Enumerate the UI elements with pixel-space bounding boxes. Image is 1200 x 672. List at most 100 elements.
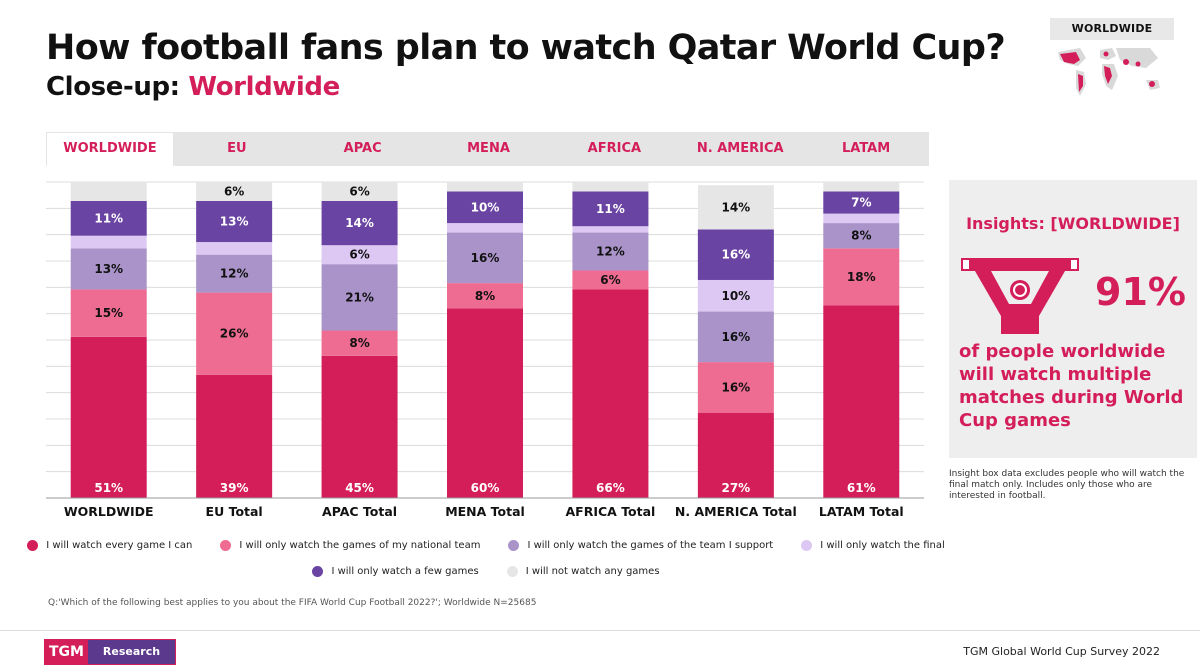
legend-swatch: [801, 539, 813, 551]
data-label: 21%: [345, 290, 374, 304]
chart-legend: I will watch every game I can I will onl…: [27, 534, 945, 586]
bar-segment: [823, 213, 900, 224]
tab-n-america[interactable]: N. AMERICA: [696, 141, 784, 156]
bar-segment: [70, 289, 147, 337]
fan-holding-scarf-icon: [961, 258, 1079, 334]
data-label: 18%: [847, 270, 876, 284]
legend-swatch: [506, 565, 518, 577]
data-label: 12%: [596, 245, 625, 259]
bar-segment: [823, 223, 900, 249]
tab-latam[interactable]: LATAM: [841, 141, 891, 156]
data-label: 45%: [345, 481, 374, 495]
region-minimap[interactable]: WORLDWIDE: [1050, 18, 1174, 103]
data-label: 12%: [220, 267, 249, 281]
data-label: 16%: [721, 248, 750, 262]
data-label: 10%: [721, 289, 750, 303]
bar-segment: [697, 362, 774, 413]
x-tick-label: AFRICA Total: [566, 504, 656, 519]
bar-segment: [823, 248, 900, 306]
legend-item-few-games: I will only watch a few games: [312, 565, 479, 577]
x-tick-label: N. AMERICA Total: [675, 504, 797, 519]
bar-segment: [196, 182, 273, 201]
data-label: 60%: [471, 481, 500, 495]
tgm-logo[interactable]: TGM Research: [44, 639, 176, 665]
data-label: 15%: [94, 306, 123, 320]
data-label: 8%: [851, 229, 871, 243]
bar-segment: [196, 242, 273, 255]
bar-segment: [697, 185, 774, 230]
legend-swatch: [508, 539, 520, 551]
bar-segment: [196, 292, 273, 375]
bar-segment: [572, 182, 649, 192]
data-label: 39%: [220, 481, 249, 495]
tab-apac[interactable]: APAC: [343, 141, 382, 156]
legend-label: I will only watch the games of the team …: [527, 539, 774, 551]
world-map-icon: [1058, 48, 1160, 96]
bar-segment: [321, 264, 398, 331]
data-label: 6%: [224, 184, 244, 198]
data-label: 26%: [220, 327, 249, 341]
bar-segment: [321, 200, 398, 246]
bar-segment: [70, 248, 147, 290]
legend-swatch: [27, 539, 39, 551]
bar-segment: [447, 191, 523, 224]
tab-mena[interactable]: MENA: [467, 141, 510, 156]
data-label: 6%: [349, 248, 369, 262]
data-label: 66%: [596, 481, 625, 495]
data-label: 16%: [721, 330, 750, 344]
data-label: 51%: [94, 481, 123, 495]
tab-worldwide[interactable]: WORLDWIDE: [46, 132, 174, 166]
bar-segment: [70, 235, 147, 249]
legend-label: I will not watch any games: [525, 565, 660, 577]
data-label: 6%: [600, 273, 620, 287]
chart-title: How football fans plan to watch Qatar Wo…: [46, 28, 1006, 68]
data-label: 27%: [721, 481, 750, 495]
region-tabs: WORLDWIDE EU APAC MENA AFRICA N. AMERICA…: [46, 132, 929, 166]
bar-segment: [70, 336, 147, 498]
data-label: 61%: [847, 481, 876, 495]
bar-segment: [70, 182, 147, 201]
data-label: 16%: [721, 380, 750, 394]
legend-row-2: I will only watch a few games I will not…: [110, 560, 890, 582]
data-label: 11%: [596, 202, 625, 216]
minimap-label: WORLDWIDE: [1050, 18, 1174, 40]
bar-segment: [823, 182, 900, 192]
legend-item-national-team: I will only watch the games of my nation…: [220, 539, 480, 551]
logo-wordmark: Research: [87, 640, 175, 664]
data-label: 8%: [475, 289, 495, 303]
legend-label: I will only watch a few games: [331, 565, 479, 577]
tab-eu[interactable]: EU: [227, 141, 247, 156]
bar-segment: [572, 270, 649, 290]
bar-segment: [447, 308, 523, 498]
bar-segment: [697, 311, 774, 363]
bar-segment: [447, 223, 523, 233]
legend-item-team-support: I will only watch the games of the team …: [508, 539, 774, 551]
footer-divider: [0, 630, 1200, 631]
x-tick-label: MENA Total: [445, 504, 525, 519]
stacked-bar-chart: 51% 15% 13% 11% WORLDWIDE 39% 26% 12% 13% 6% EU To…: [46, 181, 924, 519]
bar-segment: [572, 289, 649, 498]
subtitle-region: Worldwide: [188, 72, 340, 102]
data-label: 13%: [220, 215, 249, 229]
bar-segment: [572, 232, 649, 271]
insight-percent: 91%: [1095, 270, 1186, 314]
data-label: 13%: [94, 262, 123, 276]
chart-subtitle: Close-up: Worldwide: [46, 72, 340, 102]
bar-segment: [70, 200, 147, 236]
footer-source: TGM Global World Cup Survey 2022: [963, 645, 1160, 658]
bar-segment: [447, 232, 523, 284]
survey-question: Q:'Which of the following best applies t…: [48, 598, 537, 608]
bar-segment: [321, 330, 398, 356]
bar-segment: [823, 305, 900, 498]
x-tick-label: LATAM Total: [819, 504, 904, 519]
data-label: 8%: [349, 336, 369, 350]
bar-segment: [196, 374, 273, 498]
legend-row-1: I will watch every game I can I will onl…: [27, 534, 945, 556]
bar-segment: [572, 191, 649, 227]
bar-segment: [321, 355, 398, 498]
bar-segment: [697, 229, 774, 280]
data-label: 7%: [851, 196, 871, 210]
x-tick-label: APAC Total: [322, 504, 397, 519]
tab-africa[interactable]: AFRICA: [587, 141, 642, 156]
bar-segment: [697, 279, 774, 312]
